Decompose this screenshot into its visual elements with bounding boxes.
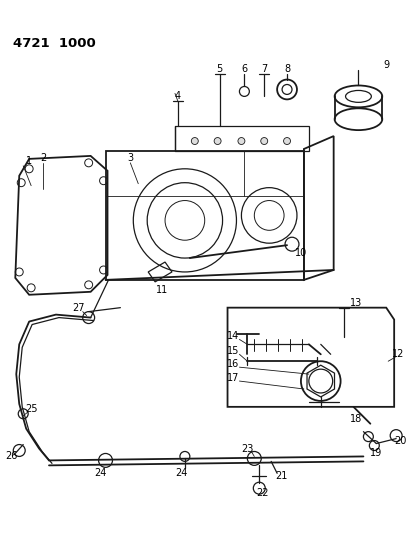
Text: 12: 12 bbox=[392, 349, 404, 359]
Text: 23: 23 bbox=[241, 443, 253, 454]
Text: 19: 19 bbox=[370, 448, 382, 458]
Text: 13: 13 bbox=[350, 298, 363, 308]
Text: 11: 11 bbox=[156, 285, 168, 295]
Text: 10: 10 bbox=[295, 248, 307, 258]
Text: 9: 9 bbox=[383, 60, 389, 70]
Text: 24: 24 bbox=[176, 469, 188, 478]
Text: 17: 17 bbox=[227, 373, 239, 383]
Text: 20: 20 bbox=[394, 435, 406, 446]
Circle shape bbox=[191, 138, 198, 144]
Text: 27: 27 bbox=[73, 303, 85, 313]
Text: 1: 1 bbox=[26, 156, 32, 166]
Text: 6: 6 bbox=[241, 63, 248, 74]
Text: 16: 16 bbox=[227, 359, 239, 369]
Text: 5: 5 bbox=[217, 63, 223, 74]
Text: 25: 25 bbox=[25, 404, 38, 414]
Text: 7: 7 bbox=[261, 63, 267, 74]
Text: 15: 15 bbox=[227, 346, 239, 356]
Circle shape bbox=[238, 138, 245, 144]
Text: 22: 22 bbox=[256, 488, 268, 498]
Text: 4721  1000: 4721 1000 bbox=[13, 37, 96, 50]
Circle shape bbox=[214, 138, 221, 144]
Text: 14: 14 bbox=[227, 332, 239, 342]
Text: 4: 4 bbox=[175, 91, 181, 101]
Text: 24: 24 bbox=[94, 469, 107, 478]
Text: 26: 26 bbox=[5, 451, 18, 462]
Text: 21: 21 bbox=[275, 471, 287, 481]
Circle shape bbox=[261, 138, 268, 144]
Text: 2: 2 bbox=[40, 153, 46, 163]
Text: 18: 18 bbox=[350, 414, 363, 424]
Text: 3: 3 bbox=[127, 153, 133, 163]
Circle shape bbox=[284, 138, 290, 144]
Text: 8: 8 bbox=[284, 63, 290, 74]
